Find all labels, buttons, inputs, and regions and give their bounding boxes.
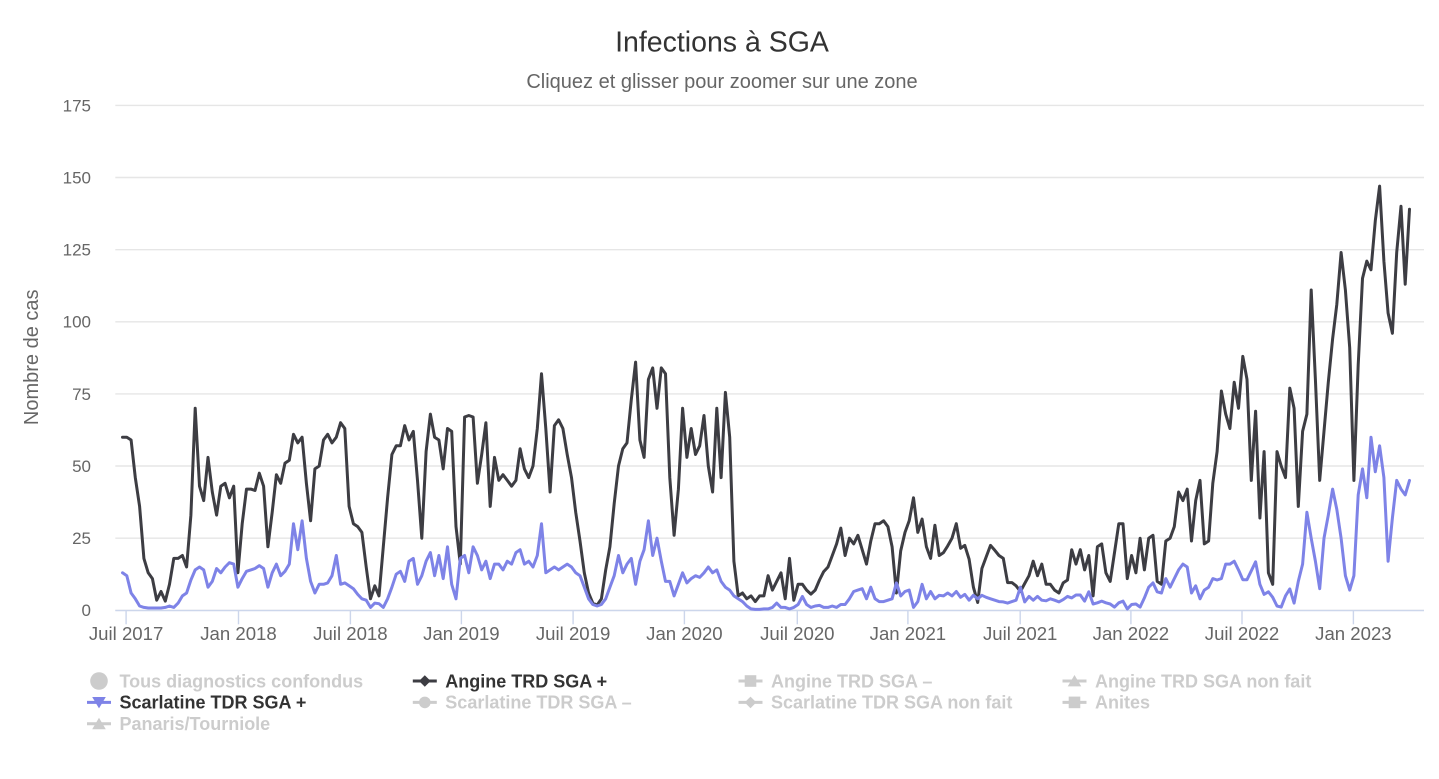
svg-text:Nombre de cas: Nombre de cas (21, 289, 43, 425)
svg-text:Juil 2019: Juil 2019 (536, 623, 610, 644)
svg-text:150: 150 (63, 168, 91, 187)
svg-text:Angine TRD SGA –: Angine TRD SGA – (771, 671, 932, 691)
svg-text:125: 125 (63, 241, 91, 260)
svg-text:Juil 2020: Juil 2020 (760, 623, 834, 644)
svg-text:Tous diagnostics confondus: Tous diagnostics confondus (120, 671, 364, 691)
svg-text:Juil 2018: Juil 2018 (313, 623, 387, 644)
svg-text:Infections à SGA: Infections à SGA (615, 27, 829, 59)
svg-text:Scarlatine TDR SGA +: Scarlatine TDR SGA + (120, 693, 307, 713)
svg-text:Scarlatine TDR SGA non fait: Scarlatine TDR SGA non fait (771, 693, 1012, 713)
svg-text:Scarlatine TDR SGA –: Scarlatine TDR SGA – (445, 693, 631, 713)
svg-text:Cliquez et glisser pour zoomer: Cliquez et glisser pour zoomer sur une z… (526, 71, 917, 93)
svg-text:Jan 2019: Jan 2019 (423, 623, 500, 644)
svg-text:50: 50 (72, 457, 91, 476)
svg-text:75: 75 (72, 385, 91, 404)
svg-text:0: 0 (82, 601, 91, 620)
svg-text:100: 100 (63, 313, 91, 332)
svg-text:Panaris/Tourniole: Panaris/Tourniole (120, 714, 271, 734)
svg-text:Juil 2022: Juil 2022 (1205, 623, 1279, 644)
svg-text:Juil 2017: Juil 2017 (89, 623, 163, 644)
svg-text:25: 25 (72, 529, 91, 548)
svg-text:Jan 2022: Jan 2022 (1093, 623, 1170, 644)
svg-text:Angine TRD SGA +: Angine TRD SGA + (445, 671, 607, 691)
svg-text:Anites: Anites (1095, 693, 1150, 713)
svg-text:Jan 2020: Jan 2020 (646, 623, 723, 644)
svg-text:Jan 2023: Jan 2023 (1315, 623, 1392, 644)
svg-text:Jan 2018: Jan 2018 (200, 623, 277, 644)
svg-text:175: 175 (63, 96, 91, 115)
svg-text:Juil 2021: Juil 2021 (983, 623, 1057, 644)
svg-text:Angine TRD SGA non fait: Angine TRD SGA non fait (1095, 671, 1311, 691)
svg-text:Jan 2021: Jan 2021 (870, 623, 947, 644)
